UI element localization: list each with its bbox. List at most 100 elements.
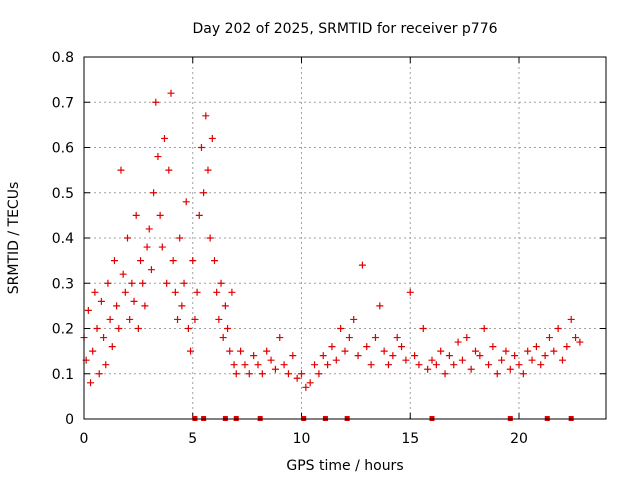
- data-point: [311, 361, 319, 369]
- data-point: [141, 302, 149, 310]
- data-point: [221, 302, 229, 310]
- data-point: [493, 370, 501, 378]
- data-point: [415, 361, 423, 369]
- data-point: [467, 365, 475, 373]
- data-point: [576, 338, 584, 346]
- data-point: [476, 352, 484, 360]
- data-point: [113, 302, 121, 310]
- data-point: [350, 315, 358, 323]
- data-point: [293, 374, 301, 382]
- data-point: [511, 352, 519, 360]
- data-point: [176, 234, 184, 242]
- data-point: [197, 144, 205, 151]
- data-point: [228, 288, 236, 296]
- data-point: [121, 288, 129, 296]
- data-point: [106, 315, 114, 323]
- data-point: [137, 257, 145, 265]
- data-point: [480, 325, 488, 332]
- data-point: [95, 370, 103, 378]
- data-point: [211, 257, 218, 265]
- data-point: [463, 334, 471, 342]
- data-point: [134, 325, 142, 332]
- data-point: [187, 347, 195, 355]
- data-point: [110, 257, 118, 265]
- grid-lines: [84, 57, 606, 419]
- data-point: [189, 257, 197, 265]
- data-point: [104, 279, 112, 287]
- data-point: [117, 166, 125, 174]
- x-tick-label: 20: [510, 431, 528, 447]
- data-point: [97, 297, 105, 305]
- data-point: [267, 356, 275, 364]
- data-point: [258, 370, 266, 378]
- data-point: [393, 334, 401, 342]
- data-point: [559, 356, 566, 364]
- data-point: [411, 352, 419, 360]
- data-point: [315, 370, 323, 378]
- data-point: [528, 356, 536, 364]
- data-point: [458, 356, 466, 364]
- data-point: [358, 261, 366, 269]
- data-point: [230, 361, 238, 369]
- data-point: [389, 352, 397, 360]
- data-point: [128, 279, 136, 287]
- data-point: [380, 347, 388, 355]
- y-tick-label: 0: [65, 412, 74, 428]
- y-tick-label: 0.7: [52, 95, 74, 111]
- y-tick-label: 0.8: [52, 50, 74, 66]
- data-point: [506, 365, 514, 373]
- data-point: [237, 347, 245, 355]
- data-point: [441, 370, 449, 378]
- data-point: [193, 288, 201, 296]
- data-point: [367, 361, 375, 369]
- data-point: [432, 361, 440, 369]
- x-tick-label: 15: [401, 431, 419, 447]
- data-point: [263, 347, 271, 355]
- data-point: [219, 334, 227, 342]
- data-point: [87, 379, 95, 387]
- data-point: [171, 288, 179, 296]
- data-point: [428, 356, 436, 364]
- data-point: [519, 370, 527, 378]
- data-point: [454, 338, 462, 346]
- data-point: [182, 198, 190, 206]
- data-point: [217, 279, 225, 287]
- data-point: [89, 347, 97, 355]
- data-point: [115, 325, 123, 332]
- data-point: [354, 352, 362, 360]
- data-point: [226, 347, 234, 355]
- y-tick-label: 0.4: [52, 231, 74, 247]
- data-point: [271, 365, 279, 373]
- data-point: [515, 361, 523, 369]
- data-point: [472, 347, 479, 355]
- data-point: [178, 302, 186, 310]
- data-point: [341, 347, 349, 355]
- axis-ticks: 0 0.1 0.2 0.3 0.4 0.5 0.6 0.7 0.8 0 5 10 15 20: [52, 50, 606, 447]
- data-point: [124, 234, 131, 242]
- data-point: [572, 334, 580, 342]
- data-point: [102, 361, 110, 369]
- data-point: [437, 347, 445, 355]
- data-point: [554, 325, 562, 332]
- data-point: [206, 234, 214, 242]
- data-point: [406, 288, 414, 296]
- y-tick-label: 0.3: [52, 276, 74, 292]
- data-point: [280, 361, 288, 369]
- data-point: [284, 370, 292, 378]
- data-point: [160, 134, 168, 142]
- data-point: [345, 334, 353, 342]
- data-point: [132, 211, 140, 219]
- data-point: [165, 166, 173, 174]
- data-point: [163, 279, 171, 287]
- data-point: [174, 315, 182, 323]
- data-point: [306, 379, 314, 387]
- data-point: [289, 352, 297, 360]
- data-point: [232, 370, 240, 378]
- data-point: [156, 211, 164, 219]
- data-point: [208, 134, 216, 142]
- x-axis-label: GPS time / hours: [286, 458, 403, 474]
- data-point: [93, 325, 101, 332]
- data-point: [91, 288, 99, 296]
- data-point: [398, 343, 406, 351]
